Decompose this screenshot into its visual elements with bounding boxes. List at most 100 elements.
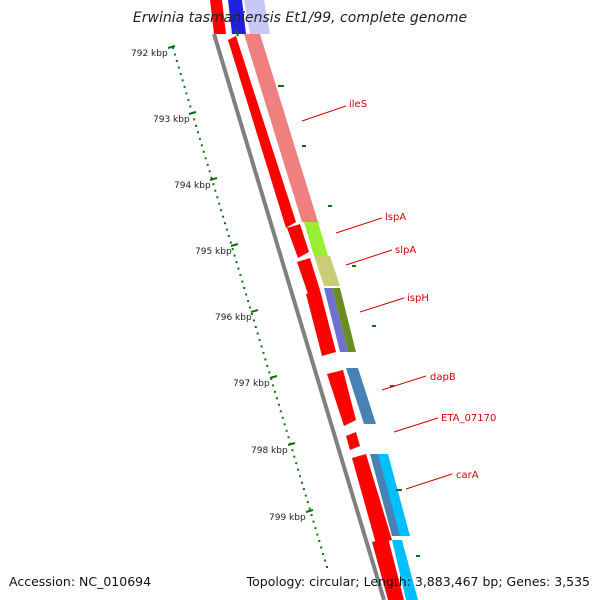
ruler-dot [202,150,205,153]
ruler-dot [295,462,298,465]
ruler-dot [218,202,221,205]
ruler-dot [222,215,225,218]
ruler-dot [254,326,257,328]
ruler-dot [247,300,250,302]
gene-label-ispH: ispH [407,293,429,304]
gene-label-lspA: lspA [385,212,406,223]
tick-label-799: 799 kbp [269,513,306,523]
gene-labels: ileS lspA slpA ispH dapB ETA_07170 carA [349,99,496,481]
cds-arrow [372,538,404,600]
gene-label-ETA_07170: ETA_07170 [441,413,496,424]
tick-label-793: 793 kbp [153,115,190,125]
cds-fragment-top-blue [228,0,246,34]
ruler-dot [281,416,284,419]
ruler-dot [322,553,325,555]
ruler-dot [229,241,232,244]
gene-label-lines [301,105,453,490]
ruler-dot [250,313,253,315]
ruler-dot [233,254,236,257]
gene-band-ispH-a [324,288,348,352]
cds-arrow [352,454,392,544]
ruler-dot [237,267,240,270]
ruler-dot [200,144,203,147]
map-title: Erwinia tasmaniensis Et1/99, complete ge… [133,10,467,26]
gene-label-ileS: ileS [349,99,367,110]
ruler-dot [210,176,213,179]
gene-band-carA [378,454,410,536]
ruler-dot [270,377,273,380]
ruler-dot [312,520,315,523]
ruler-dot [193,118,196,121]
gene-label-carA: carA [456,470,479,481]
ruler-dot [316,533,319,536]
ruler-dot [185,92,188,95]
ruler-dot [302,488,305,491]
cds-track [228,36,404,600]
ruler-dot [216,196,219,199]
ruler-dot [293,455,296,458]
tick-label-795: 795 kbp [195,247,232,257]
tick-label-792: 792 kbp [131,49,168,59]
cds-arrow [327,370,356,426]
ruler-dot [256,332,259,335]
ruler-dot [306,501,309,504]
cds-arrow [228,36,296,228]
ruler-dot [264,358,267,361]
ruler-dot [308,507,311,510]
ruler-dot [258,338,261,341]
ruler-dot [275,397,278,400]
ruler-dot [272,384,275,387]
gene-band-ispH-b [332,288,356,352]
ruler-dot [197,131,199,134]
ruler-dot [231,248,234,251]
ruler-dot [326,566,328,568]
ruler-dot [301,481,303,484]
cds-fragment-top [210,0,226,34]
gene-fragment-top [244,0,270,34]
ruler-dot [268,371,271,374]
ruler-dot [235,261,238,264]
gene-label-slpA: slpA [395,245,416,256]
cds-arrow [297,258,320,294]
ruler-dot [212,183,215,186]
ruler-dot [177,66,180,69]
ruler-dot [320,546,323,549]
ruler-dot [195,124,198,127]
accession-text: Accession: NC_010694 [9,574,151,589]
outer-tick-marks [235,29,420,557]
ruler-dot [243,287,246,289]
ruler-dot [283,423,286,426]
ruler-dot [310,514,313,517]
ruler-dot [291,449,294,452]
ruler-dot [266,364,269,367]
tick-label-798: 798 kbp [251,446,288,456]
tick-label-794: 794 kbp [174,181,211,191]
ruler-dot [198,137,201,140]
gene-band-dapB [346,368,376,424]
ruler-dot [277,403,280,406]
scale-ruler [172,47,328,568]
gene-band-ETA_07170 [370,454,402,536]
ruler-dot [172,47,174,49]
ruler-dot [224,222,226,225]
ruler-dot [324,559,327,562]
ruler-dot [299,475,302,478]
kbp-major-ticks [167,45,314,513]
ruler-dot [245,293,248,296]
ruler-dot [187,98,190,101]
ruler-dot [175,60,178,62]
gene-track [244,34,418,600]
gene-band-slpA [314,256,340,286]
gene-label-dapB: dapB [430,372,456,383]
cds-arrow [287,224,309,258]
tick-label-796: 796 kbp [215,313,252,323]
kbp-labels: 792 kbp 793 kbp 794 kbp 795 kbp 796 kbp … [131,49,306,523]
ruler-dot [181,79,184,82]
ruler-dot [279,410,282,413]
ruler-dot [179,73,182,75]
ruler-dot [304,494,307,497]
tick-label-797: 797 kbp [233,379,270,389]
ruler-dot [189,105,192,108]
ruler-dot [274,390,276,393]
